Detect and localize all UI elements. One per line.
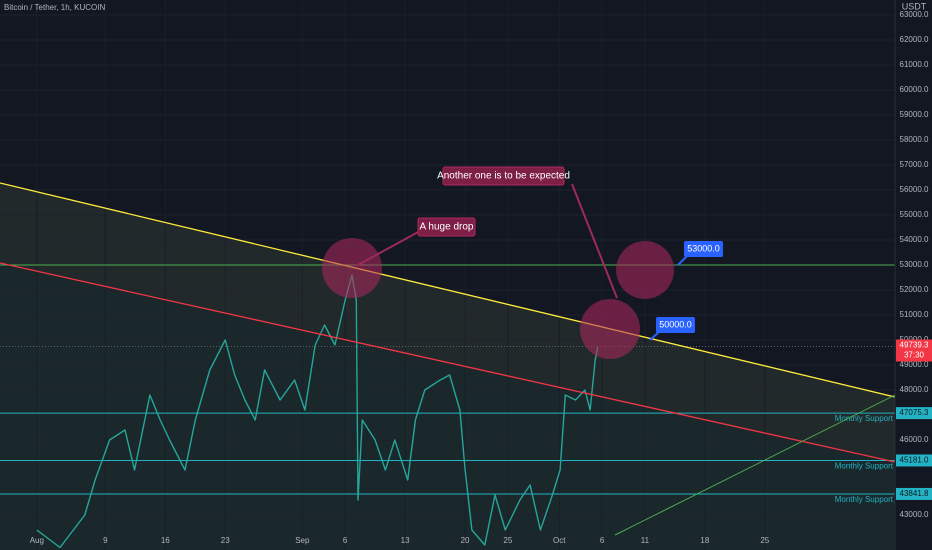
y-tick-label: 55000.0	[900, 210, 929, 219]
highlight-circle	[580, 299, 640, 359]
callout-box	[442, 166, 565, 186]
y-tick-label: 56000.0	[900, 185, 929, 194]
annotation: Another one is to be expected	[437, 171, 570, 182]
target-label: 53000.0	[687, 243, 720, 253]
y-tick-label: 43000.0	[900, 510, 929, 519]
price-tag	[896, 454, 932, 467]
x-tick-label: 23	[221, 536, 230, 545]
x-tick-label: 11	[641, 536, 650, 545]
price-tag	[896, 487, 932, 500]
callout-pointer	[355, 230, 421, 267]
x-tick-label: 18	[700, 536, 709, 545]
y-tick-label: 51000.0	[900, 310, 929, 319]
annotation: A huge drop	[420, 222, 474, 233]
channel-band	[0, 183, 895, 462]
trend-line-resistance	[0, 182, 896, 398]
callout-box	[417, 217, 476, 237]
y-tick-label: 63000.0	[900, 10, 929, 19]
target-label: 50000.0	[659, 319, 692, 329]
price-tag-label: 47075.3	[900, 408, 929, 417]
y-tick-label: 49000.0	[900, 360, 929, 369]
target-tag	[684, 241, 723, 257]
price-line	[36, 274, 599, 549]
x-tick-label: 25	[760, 536, 769, 545]
support-label: Monthly Support	[835, 414, 894, 423]
trend-line-mid	[0, 262, 896, 463]
x-tick-label: 20	[461, 536, 470, 545]
x-tick-label: 6	[600, 536, 605, 545]
support-label: Monthly Support	[835, 495, 894, 504]
y-tick-label: 46000.0	[900, 435, 929, 444]
x-tick-label: Sep	[295, 536, 310, 545]
x-tick-label: 9	[103, 536, 108, 545]
y-tick-label: 58000.0	[900, 135, 929, 144]
y-tick-label: 52000.0	[900, 285, 929, 294]
highlight-circle	[322, 238, 382, 298]
last-price-label: 49739.3	[900, 341, 929, 350]
x-tick-label: 6	[343, 536, 348, 545]
trend-line-support	[614, 394, 896, 536]
y-tick-label: 53000.0	[900, 260, 929, 269]
highlight-circle	[616, 241, 674, 299]
y-tick-label: 57000.0	[900, 160, 929, 169]
price-tag	[896, 407, 932, 420]
x-tick-label: 13	[401, 536, 410, 545]
callout-pointer	[571, 183, 618, 299]
x-tick-label: 16	[161, 536, 170, 545]
last-price-tag	[896, 339, 932, 362]
target-tag	[656, 317, 695, 333]
chart-title: Bitcoin / Tether, 1h, KUCOIN	[4, 3, 105, 12]
y-tick-label: 61000.0	[900, 60, 929, 69]
price-tag-label: 45181.0	[900, 456, 929, 465]
x-tick-label: 25	[503, 536, 512, 545]
y-tick-label: 62000.0	[900, 35, 929, 44]
y-tick-label: 54000.0	[900, 235, 929, 244]
y-tick-label: 48000.0	[900, 385, 929, 394]
currency: USDT	[902, 1, 927, 11]
support-label: Monthly Support	[835, 462, 894, 471]
price-axis	[895, 0, 932, 550]
countdown: 37:30	[904, 351, 925, 360]
y-tick-label: 59000.0	[900, 110, 929, 119]
x-tick-label: Aug	[30, 536, 44, 545]
y-tick-label: 60000.0	[900, 85, 929, 94]
x-tick-label: Oct	[553, 536, 566, 545]
price-tag-label: 43841.8	[900, 489, 929, 498]
